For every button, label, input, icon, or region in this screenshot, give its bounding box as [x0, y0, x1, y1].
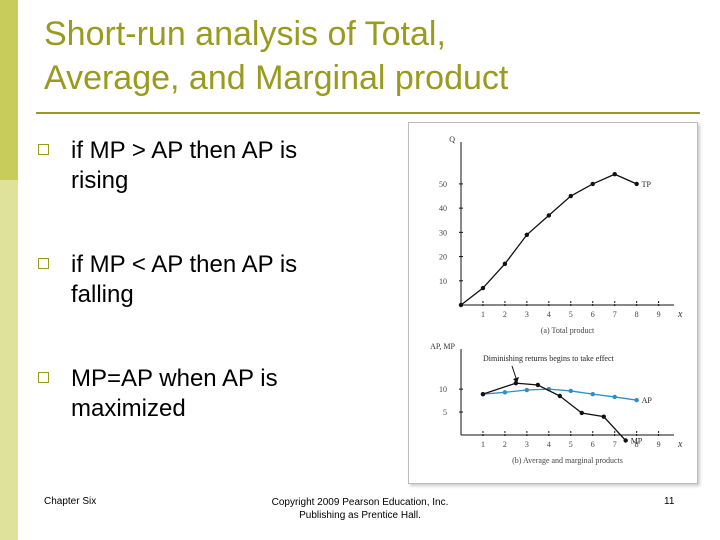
slide-title: Short-run analysis of Total, Average, an…: [44, 12, 508, 100]
x-tick-label: 3: [525, 440, 529, 449]
x-tick-label: 6: [591, 440, 595, 449]
x-tick-label: 9: [657, 440, 661, 449]
title-line: Short-run analysis of Total,: [44, 15, 446, 53]
series-line: [482, 388, 637, 401]
data-point: [590, 391, 595, 397]
y-tick-label: 10: [439, 277, 447, 286]
annotation: Diminishing returns begins to take effec…: [483, 354, 614, 363]
title-line: Average, and Marginal product: [44, 59, 509, 97]
data-point: [601, 414, 606, 419]
footer-line: Publishing as Prentice Hall.: [299, 510, 421, 521]
y-tick-label: 30: [439, 228, 447, 237]
data-point: [579, 410, 584, 416]
bullet-icon: [38, 372, 49, 383]
x-tick-label: 2: [503, 440, 507, 449]
data-point: [524, 232, 530, 237]
x-tick-label: 8: [635, 440, 639, 449]
bullet-text: if MP > AP then AP is rising: [71, 137, 298, 194]
data-point: [480, 391, 486, 397]
data-point: [623, 438, 628, 443]
footer-line: Copyright 2009 Pearson Education, Inc.: [271, 497, 449, 508]
data-point: [480, 285, 486, 291]
data-point: [513, 380, 519, 386]
page-number: 11: [664, 496, 675, 507]
x-axis-label: x: [677, 439, 683, 450]
x-tick-label: 7: [613, 440, 617, 449]
data-point: [634, 181, 639, 187]
x-tick-label: 1: [481, 440, 485, 449]
data-point: [612, 172, 617, 177]
figure-frame: [408, 122, 698, 484]
annotation-arrow: [511, 365, 517, 379]
data-point: [557, 393, 563, 399]
footer-center: Copyright 2009 Pearson Education, Inc. P…: [240, 496, 480, 522]
accent-bar: [0, 0, 18, 180]
y-tick-label: 5: [443, 408, 447, 417]
x-tick-label: 9: [657, 310, 661, 319]
y-tick-label: 50: [439, 180, 447, 189]
data-point: [458, 302, 464, 308]
bullet-text: MP=AP when AP is maximized: [71, 365, 278, 422]
data-point: [568, 193, 573, 199]
y-tick-label: 10: [439, 385, 447, 394]
data-point: [590, 181, 595, 187]
data-point: [568, 388, 573, 394]
data-point: [634, 397, 639, 403]
x-tick-label: 8: [635, 310, 639, 319]
title-rule: [36, 112, 700, 114]
data-point: [502, 390, 508, 395]
x-tick-label: 3: [525, 310, 529, 319]
series-label: MP: [631, 437, 643, 446]
accent-bar: [0, 180, 18, 540]
series-label: TP: [642, 180, 652, 189]
data-point: [502, 261, 508, 267]
x-tick-label: 5: [569, 440, 573, 449]
data-point: [546, 213, 552, 218]
y-tick-label: 20: [439, 253, 447, 262]
bullet-icon: [38, 144, 49, 155]
y-tick-label: 40: [439, 204, 447, 213]
footer-left: Chapter Six: [44, 496, 97, 507]
data-point: [612, 394, 617, 400]
x-tick-label: 4: [547, 440, 551, 449]
bullet-icon: [38, 258, 49, 269]
chart-caption: (b) Average and marginal products: [512, 456, 623, 465]
x-tick-label: 6: [591, 310, 595, 319]
chart-caption: (a) Total product: [541, 326, 595, 335]
data-point: [535, 382, 541, 388]
x-tick-label: 4: [547, 310, 551, 319]
series-label: AP: [642, 396, 653, 405]
arrow-head: [513, 377, 519, 383]
x-tick-label: 5: [569, 310, 573, 319]
x-tick-label: 1: [481, 310, 485, 319]
x-tick-label: 7: [613, 310, 617, 319]
data-point: [524, 387, 530, 393]
x-tick-label: 2: [503, 310, 507, 319]
series-line: [460, 173, 637, 306]
x-axis-label: x: [677, 309, 683, 320]
y-axis-label: Q: [449, 135, 455, 144]
bullet-text: if MP < AP then AP is falling: [71, 251, 298, 308]
y-axis-label: AP, MP: [430, 342, 455, 351]
